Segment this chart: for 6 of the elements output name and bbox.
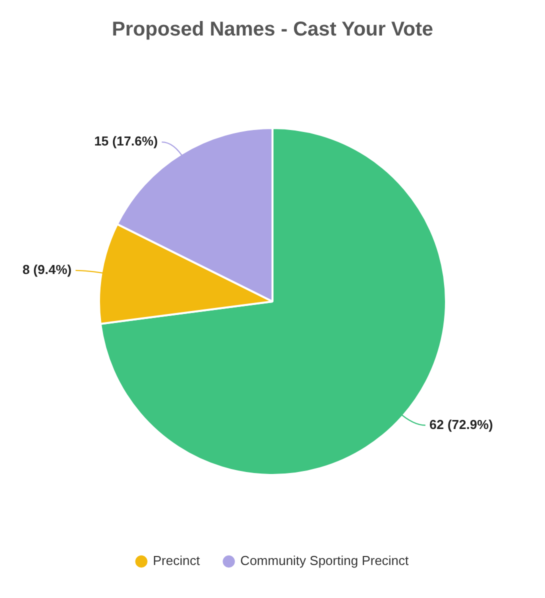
legend-label: Precinct — [152, 553, 200, 568]
data-label: 15 (17.6%) — [94, 134, 158, 149]
legend-label: Community Sporting Precinct — [240, 553, 410, 568]
data-label: 62 (72.9%) — [429, 416, 493, 432]
chart-title: Proposed Names - Cast Your Vote — [112, 18, 434, 41]
data-label: 8 (9.4%) — [22, 262, 72, 278]
